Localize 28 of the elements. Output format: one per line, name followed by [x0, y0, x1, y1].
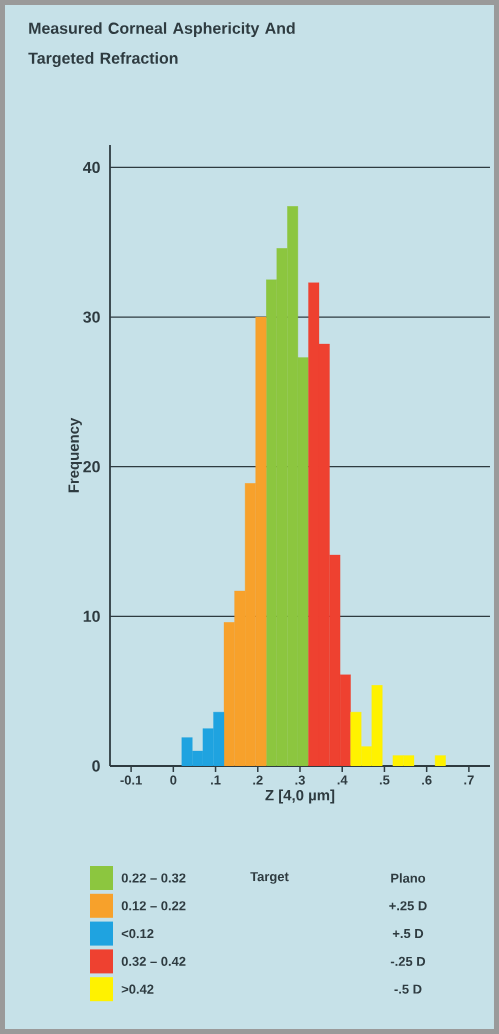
- y-tick-label: 0: [92, 760, 100, 772]
- legend-label: <0.12: [121, 929, 154, 939]
- x-tick-label: .3: [295, 775, 305, 785]
- x-tick-label: .6: [422, 775, 432, 785]
- y-tick-label: 30: [83, 311, 100, 323]
- x-tick-label: 0: [170, 775, 177, 785]
- x-tick-label: .5: [379, 775, 390, 785]
- x-tick-label: -0.1: [120, 775, 142, 785]
- legend-label: 0.12 – 0.22: [121, 901, 186, 911]
- text: -.5 D: [394, 984, 422, 994]
- x-axis-title: Z [4,0 µm]: [265, 789, 335, 804]
- y-axis-title: Frequency: [68, 417, 82, 493]
- text: Plano: [391, 873, 426, 883]
- chart-title: Measured Corneal Asphericity And Targeted Refraction: [28, 22, 295, 68]
- legend-label: 0.32 – 0.42: [121, 956, 186, 966]
- text: +.25 D: [389, 901, 427, 911]
- y-tick-label: 40: [82, 161, 100, 174]
- x-tick-label: .4: [337, 775, 348, 785]
- y-tick-label: 10: [83, 610, 100, 622]
- x-tick-label: .2: [253, 775, 263, 785]
- text: Target: [250, 872, 289, 884]
- x-tick-label: .1: [211, 775, 221, 785]
- text: -.25 D: [390, 956, 426, 966]
- legend-label: >0.42: [121, 984, 154, 994]
- legend-label: 0.22 – 0.32: [121, 873, 186, 883]
- y-tick-label: 20: [83, 461, 100, 473]
- x-tick-label: .7: [464, 775, 474, 785]
- text: +.5 D: [392, 929, 424, 939]
